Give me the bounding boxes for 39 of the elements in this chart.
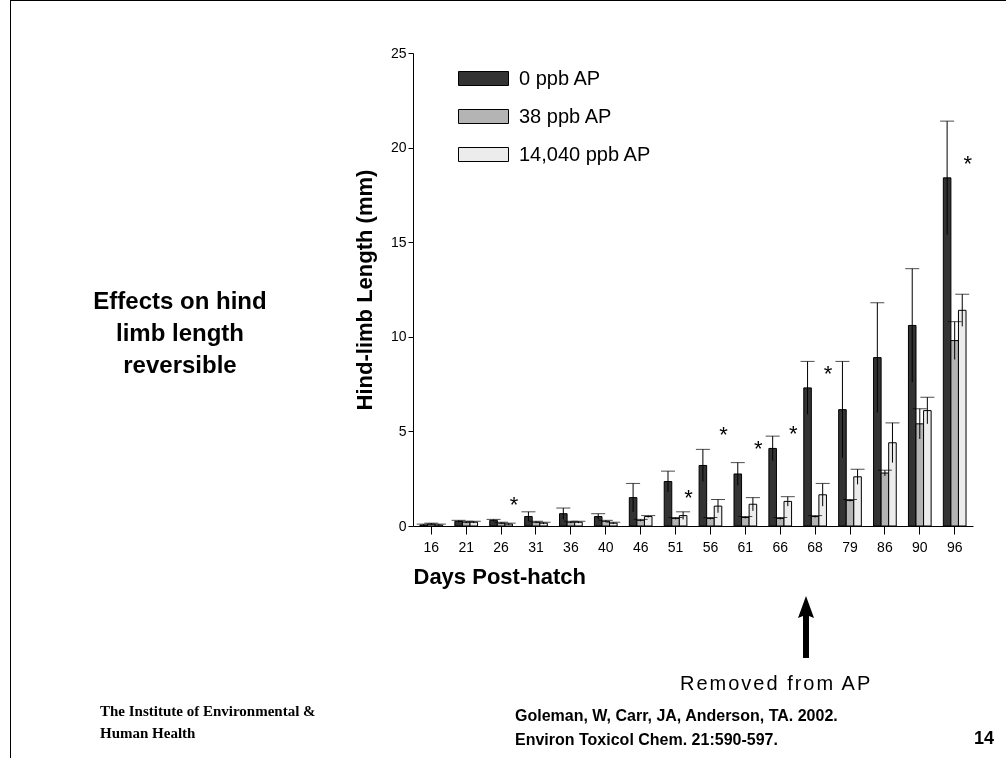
x-tick-label: 66: [772, 538, 789, 555]
text: Goleman, W, Carr, JA, Anderson, TA. 2002. Environ Toxicol Chem. 21:590-597.: [515, 706, 839, 750]
text: 14: [974, 728, 995, 749]
y-tick-label: 5: [398, 422, 407, 439]
y-tick-label: 10: [390, 328, 407, 345]
x-tick-label: 68: [807, 538, 824, 555]
x-tick-label: 90: [912, 538, 928, 555]
annotation: *: [823, 360, 833, 386]
x-tick-label: 26: [493, 538, 510, 555]
x-tick-label: 96: [946, 538, 963, 555]
text: The Institute of Environmental & Human Health: [100, 702, 317, 743]
annotation: *: [754, 435, 764, 461]
x-tick-label: 21: [458, 538, 475, 555]
y-tick-label: 0: [398, 517, 407, 534]
y-axis-title: Hind-limb Length (mm): [351, 169, 377, 411]
x-tick-label: 16: [423, 538, 440, 555]
annotation: *: [509, 492, 519, 518]
legend-label: 14,040 ppb AP: [519, 142, 651, 165]
x-tick-label: 79: [842, 538, 859, 555]
x-tick-label: 46: [632, 538, 649, 555]
y-tick-label: 15: [390, 233, 407, 250]
annotation: *: [788, 421, 798, 447]
text: Effects on hind limb length reversible: [92, 286, 268, 380]
annotation: *: [719, 422, 729, 448]
text: Removed from AP: [680, 672, 873, 695]
annotation: *: [684, 484, 694, 510]
x-tick-label: 51: [667, 538, 684, 555]
x-axis-title: Days Post-hatch: [413, 563, 586, 589]
x-tick-label: 36: [563, 538, 579, 555]
y-tick-label: 20: [390, 139, 407, 156]
x-tick-label: 40: [597, 538, 614, 555]
x-tick-label: 56: [702, 538, 719, 555]
legend-label: 0 ppb AP: [519, 66, 601, 89]
x-tick-label: 61: [737, 538, 754, 555]
x-tick-label: 86: [877, 538, 893, 555]
x-tick-label: 31: [528, 538, 544, 555]
annotation: *: [963, 150, 973, 176]
y-tick-label: 25: [390, 44, 407, 61]
legend-label: 38 ppb AP: [519, 104, 612, 127]
